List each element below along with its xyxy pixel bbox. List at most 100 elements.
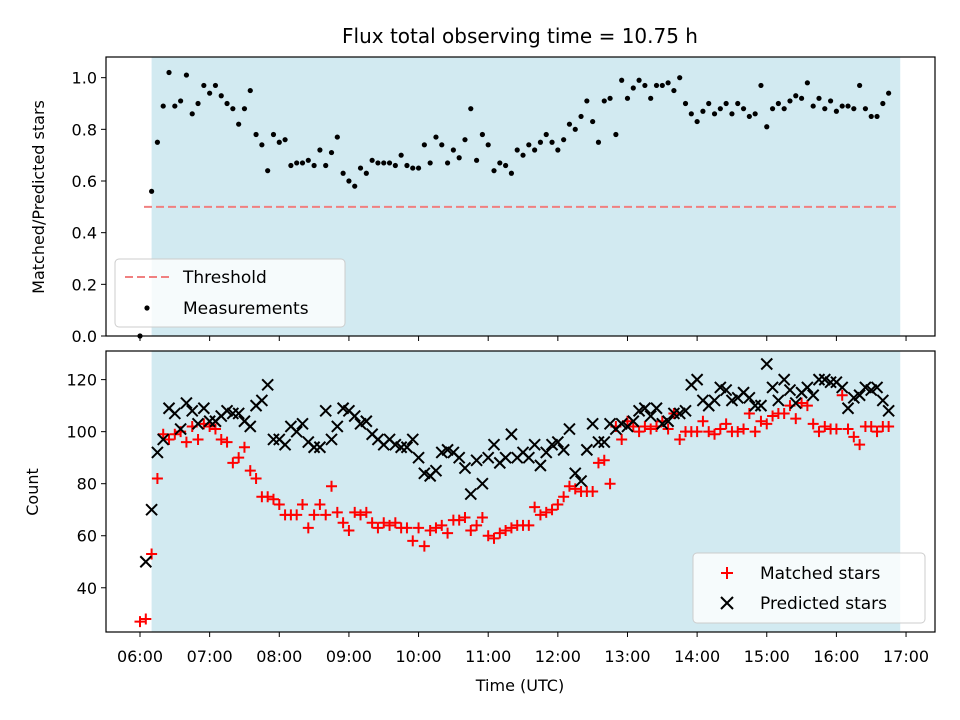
matched-stars-point [308, 509, 320, 521]
matched-stars-point [697, 415, 709, 427]
predicted-stars-point [528, 438, 541, 451]
x-tick-label: 07:00 [187, 647, 233, 666]
measurement-point [857, 82, 863, 89]
measurement-point [410, 165, 416, 171]
measurement-point [270, 131, 277, 138]
matched-stars-point [767, 410, 779, 422]
measurement-point [178, 98, 184, 104]
measurement-point [491, 168, 497, 174]
predicted-stars-point [574, 474, 588, 488]
measurement-point [468, 106, 474, 112]
measurement-point [880, 100, 886, 107]
measurement-point [189, 111, 195, 117]
measurement-point [688, 111, 694, 117]
measurement-point [230, 106, 236, 112]
predicted-stars-point [278, 438, 292, 451]
matched-stars-point [627, 420, 639, 432]
measurement-point [346, 178, 352, 184]
measurement-point [439, 142, 445, 148]
matched-stars-point [563, 480, 575, 492]
measurement-point [827, 98, 834, 104]
measurement-point [595, 139, 602, 145]
x-axis-label: Time (UTC) [475, 676, 564, 695]
predicted-stars-point [772, 394, 785, 407]
predicted-stars-point [783, 383, 797, 397]
bottom-legend-box [692, 552, 926, 624]
matched-stars-point [865, 420, 877, 432]
measurement-point [624, 95, 631, 101]
measurement-point [508, 170, 515, 176]
predicted-stars-point [650, 402, 663, 415]
measurement-point [555, 147, 561, 153]
legend-measurements-swatch [144, 305, 150, 311]
measurement-point [305, 157, 311, 163]
measurement-point [253, 131, 259, 138]
matched-stars-point [442, 527, 454, 539]
legend-matched-swatch [721, 567, 733, 579]
measurement-point [456, 155, 462, 161]
measurement-point [845, 103, 851, 109]
predicted-stars-point [824, 376, 837, 389]
matched-stars-point [233, 452, 245, 464]
predicted-stars-point [325, 433, 338, 446]
y-tick-label: 40 [77, 579, 97, 598]
predicted-stars-point [534, 459, 547, 472]
measurement-point [485, 142, 491, 148]
matched-stars-point [755, 415, 767, 427]
x-tick-label: 11:00 [465, 647, 511, 666]
matched-stars-point [523, 519, 535, 531]
measurement-point [717, 106, 723, 112]
predicted-stars-point [801, 381, 814, 394]
measurement-point [247, 87, 253, 94]
matched-stars-point [227, 457, 239, 469]
predicted-stars-point [806, 389, 820, 402]
matched-stars-point [389, 517, 401, 529]
x-tick-label: 13:00 [604, 647, 650, 666]
predicted-stars-point [255, 394, 269, 407]
matched-stars-point [854, 439, 866, 451]
matched-stars-point [732, 426, 744, 438]
measurement-point [653, 82, 660, 89]
predicted-stars-point [261, 378, 274, 392]
y-tick-label: 0.2 [72, 275, 97, 294]
predicted-stars-point [452, 451, 466, 464]
measurement-point [787, 98, 793, 104]
measurement-point [613, 131, 619, 138]
bottom-legend: Matched stars Predicted stars [692, 552, 926, 624]
matched-stars-point [476, 512, 488, 524]
predicted-stars-point [197, 402, 211, 415]
matched-stars-point [384, 519, 396, 531]
measurement-point [711, 111, 718, 117]
legend-threshold-label: Threshold [182, 268, 267, 288]
matched-stars-point [302, 522, 314, 534]
matched-stars-point [163, 433, 175, 445]
matched-stars-point [494, 527, 506, 539]
predicted-stars-point [551, 435, 565, 449]
matched-stars-point [488, 532, 500, 544]
matched-stars-point [598, 454, 610, 466]
y-tick-label: 0.0 [72, 327, 97, 346]
predicted-stars-point [598, 435, 611, 449]
measurement-point [584, 98, 590, 104]
measurement-point [758, 82, 764, 89]
measurement-point [433, 134, 439, 140]
matched-stars-point [424, 525, 436, 537]
matched-stars-point [326, 480, 338, 492]
measurement-point [462, 137, 468, 143]
matched-stars-point [830, 423, 842, 435]
predicted-stars-point [174, 422, 187, 436]
predicted-stars-point [319, 404, 332, 418]
y-tick-label: 60 [77, 527, 97, 546]
matched-stars-point [529, 501, 541, 513]
measurement-point [392, 162, 398, 169]
matched-stars-point [587, 486, 599, 497]
matched-stars-point [273, 499, 285, 511]
x-tick-label: 09:00 [326, 647, 372, 666]
matched-stars-point [761, 418, 773, 430]
measurement-point [259, 142, 265, 148]
measurement-point [839, 103, 845, 109]
measurement-point [746, 113, 752, 120]
matched-stars-point [569, 483, 581, 495]
predicted-stars-point [708, 394, 721, 407]
measurement-point [172, 103, 178, 109]
